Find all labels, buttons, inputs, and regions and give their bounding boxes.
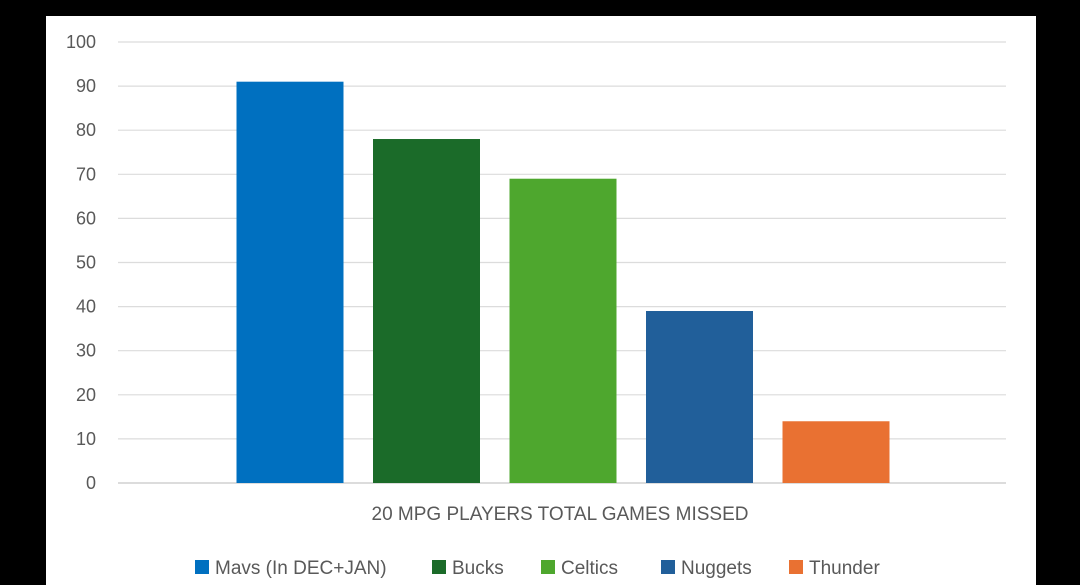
y-tick-label: 50 <box>76 253 96 273</box>
bar-mavs <box>236 81 344 483</box>
y-tick-label: 60 <box>76 208 96 228</box>
bar-bucks <box>373 139 480 483</box>
y-tick-label: 40 <box>76 297 96 317</box>
legend-label: Nuggets <box>681 558 752 579</box>
y-tick-label: 10 <box>76 429 96 449</box>
legend-swatch <box>432 560 446 574</box>
bar-celtics <box>509 178 617 483</box>
legend-swatch <box>789 560 803 574</box>
legend-swatch <box>661 560 675 574</box>
x-axis-label: 20 MPG PLAYERS TOTAL GAMES MISSED <box>372 504 749 525</box>
legend-label: Celtics <box>561 558 618 579</box>
y-axis-ticks: 0 10 20 30 40 50 60 70 80 90 100 <box>66 32 96 493</box>
bar-thunder <box>782 421 890 483</box>
legend-label: Thunder <box>809 558 880 579</box>
y-tick-label: 20 <box>76 385 96 405</box>
bar-nuggets <box>646 311 753 483</box>
legend-swatch <box>195 560 209 574</box>
y-tick-label: 30 <box>76 341 96 361</box>
y-tick-label: 100 <box>66 32 96 52</box>
y-tick-label: 70 <box>76 164 96 184</box>
legend-label: Bucks <box>452 558 504 579</box>
y-tick-label: 0 <box>86 473 96 493</box>
bars <box>236 81 890 483</box>
legend: Mavs (In DEC+JAN) Bucks Celtics Nuggets Thun… <box>195 558 880 579</box>
legend-label: Mavs (In DEC+JAN) <box>215 558 387 579</box>
y-tick-label: 90 <box>76 76 96 96</box>
y-tick-label: 80 <box>76 120 96 140</box>
legend-swatch <box>541 560 555 574</box>
